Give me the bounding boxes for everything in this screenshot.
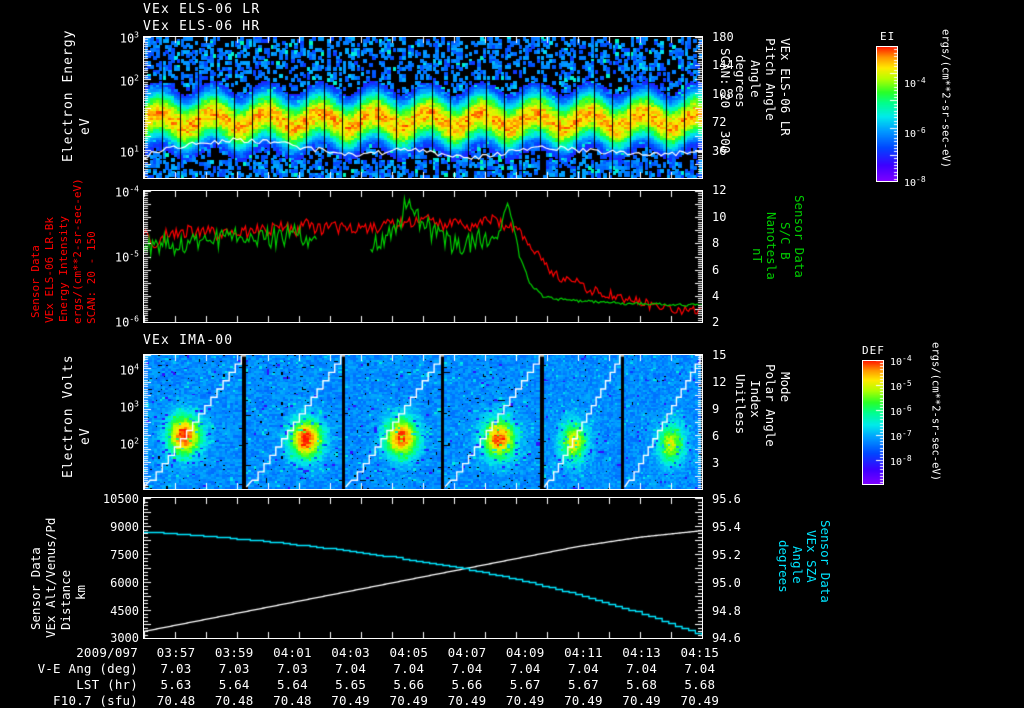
table-cell: 7.03 <box>218 661 250 676</box>
table-cell: 70.49 <box>331 693 370 708</box>
table-cell: 7.03 <box>160 661 192 676</box>
table-cell: 5.64 <box>218 677 250 692</box>
panel-energy-intensity[interactable] <box>143 190 703 323</box>
table-cell: 7.04 <box>567 661 599 676</box>
def-colorbar-gradient <box>862 360 884 485</box>
panel4-left-label-km: km <box>73 584 88 600</box>
table-cell: 04:01 <box>273 645 312 660</box>
panel2-left-label-scan: SCAN: 20 - 150 <box>85 231 98 324</box>
table-cell: 7.04 <box>509 661 541 676</box>
table-cell: 70.49 <box>505 693 545 708</box>
table-row-label-2: LST (hr) <box>76 677 138 692</box>
panel3-right-label-polarangle: Polar Angle <box>762 364 778 447</box>
panel3-right-label-mode: Mode <box>777 372 793 403</box>
panel2-right-label-nt: nT <box>749 248 765 264</box>
panel2-left-label-source: VEx ELS-06 LR-Bk <box>43 217 56 323</box>
panel1-right-label-source: VEx ELS-06 LR <box>777 38 793 136</box>
table-cell: 03:59 <box>214 645 254 660</box>
panel2-left-label-quantity: Energy Intensity <box>57 216 70 322</box>
table-cell: 7.04 <box>335 661 367 676</box>
table-cell: 5.63 <box>160 677 192 692</box>
table-cell: 5.66 <box>393 677 425 692</box>
panel1-right-label-scan: SCAN: 20 - 300 <box>717 48 733 154</box>
table-cell: 70.49 <box>564 693 603 708</box>
panel-els-spectrogram[interactable] <box>143 36 703 179</box>
table-cell: 7.04 <box>626 661 658 676</box>
table-cell: 04:13 <box>622 645 661 660</box>
table-cell: 70.49 <box>622 693 661 708</box>
panel1-title-hr: VEx ELS-06 HR <box>143 19 261 34</box>
table-row-label-3: F10.7 (sfu) <box>53 693 138 708</box>
panel3-left-ticklabels: 104 103 102 <box>119 362 139 452</box>
table-row-label-1: V-E Ang (deg) <box>37 661 138 676</box>
table-cell: 5.67 <box>567 677 599 692</box>
panel4-left-label-source: VEx Alt/Venus/Pd <box>43 517 58 638</box>
table-cell: 5.65 <box>335 677 367 692</box>
table-cell: 7.04 <box>684 661 716 676</box>
table-cell: 7.03 <box>276 661 308 676</box>
table-cell: 7.04 <box>393 661 425 676</box>
table-cell: 04:15 <box>680 645 720 660</box>
panel2-left-ticklabels: 10-4 10-5 10-6 <box>114 184 139 330</box>
panel3-right-label-unitless: Unitless <box>732 374 748 435</box>
panel2-right-label-sensordata: Sensor Data <box>791 195 807 278</box>
table-cell: 70.48 <box>156 693 196 708</box>
panel2-left-label-sensordata: Sensor Data <box>29 245 42 318</box>
table-cell: 04:05 <box>389 645 429 660</box>
panel1-right-label-angle: Angle <box>747 60 763 98</box>
panel4-left-label-sensordata: Sensor Data <box>28 547 43 630</box>
bottom-parameter-table: 2009/097 V-E Ang (deg) LST (hr) F10.7 (s… <box>0 645 1024 708</box>
table-cell: 70.49 <box>389 693 429 708</box>
table-cell: 70.48 <box>214 693 254 708</box>
panel-altitude-sza[interactable] <box>143 497 703 639</box>
table-cell: 7.04 <box>451 661 483 676</box>
panel3-title: VEx IMA-00 <box>143 333 234 348</box>
panel3-right-ticklabels: 15 12 9 6 3 <box>712 348 727 470</box>
panel2-right-label-sc-b: S/C B <box>777 222 793 260</box>
panel-ima-spectrogram[interactable] <box>143 354 703 490</box>
def-colorbar-unit: ergs/(cm**2-sr-sec-eV) <box>929 342 942 482</box>
panel4-left-ticklabels: 10500 9000 7500 6000 4500 3000 <box>102 492 139 645</box>
table-cell: 04:11 <box>564 645 603 660</box>
panel1-left-axis-label-2: eV <box>78 117 93 135</box>
table-cell: 70.49 <box>447 693 487 708</box>
panel1-right-label-pitchangle: Pitch Angle <box>762 38 778 121</box>
ei-colorbar-label: EI <box>880 30 896 43</box>
table-cell: 04:03 <box>331 645 370 660</box>
table-cell: 5.64 <box>276 677 308 692</box>
def-colorbar-label: DEF <box>862 344 885 357</box>
table-cell: 5.68 <box>626 677 658 692</box>
panel4-right-label-angle: Angle <box>789 546 805 584</box>
panel4-right-label-degrees: degrees <box>775 540 791 593</box>
panel2-left-label-unit: ergs/(cm**2-sr-sec-eV) <box>71 178 84 324</box>
panel3-left-axis-label-2: eV <box>78 427 93 445</box>
panel3-left-axis-label-1: Electron Volts <box>61 354 76 478</box>
table-row-label-0: 2009/097 <box>76 645 138 660</box>
table-cell: 70.48 <box>273 693 312 708</box>
table-cell: 5.66 <box>451 677 483 692</box>
panel3-right-label-index: Index <box>747 380 763 418</box>
table-cell: 70.49 <box>680 693 720 708</box>
panel1-left-ticklabels: 103 102 101 <box>119 30 139 160</box>
ei-colorbar-unit: ergs/(cm**2-sr-sec-eV) <box>939 29 952 169</box>
panel2-right-label-nanotesla: Nanotesla <box>763 212 779 280</box>
table-cell: 04:09 <box>505 645 545 660</box>
panel4-right-ticklabels: 95.6 95.4 95.2 95.0 94.8 94.6 <box>712 492 741 645</box>
panel4-left-label-distance: Distance <box>58 569 73 630</box>
ei-colorbar-gradient <box>876 46 898 182</box>
panel4-right-label-sensordata: Sensor Data <box>817 520 833 603</box>
table-cell: 03:57 <box>156 645 196 660</box>
panel4-right-label-sza: VEx SZA <box>803 530 819 583</box>
panel1-title-lr: VEx ELS-06 LR <box>143 2 261 17</box>
table-cell: 5.68 <box>684 677 716 692</box>
panel2-right-ticklabels: 12 10 8 6 4 2 <box>712 183 727 329</box>
table-cell: 5.67 <box>509 677 541 692</box>
panel1-right-ticklabels: 180 144 108 72 36 <box>712 30 734 158</box>
panel1-left-axis-label-1: Electron Energy <box>61 29 76 162</box>
panel1-right-label-degrees: degrees <box>732 55 748 108</box>
table-cell: 04:07 <box>447 645 487 660</box>
